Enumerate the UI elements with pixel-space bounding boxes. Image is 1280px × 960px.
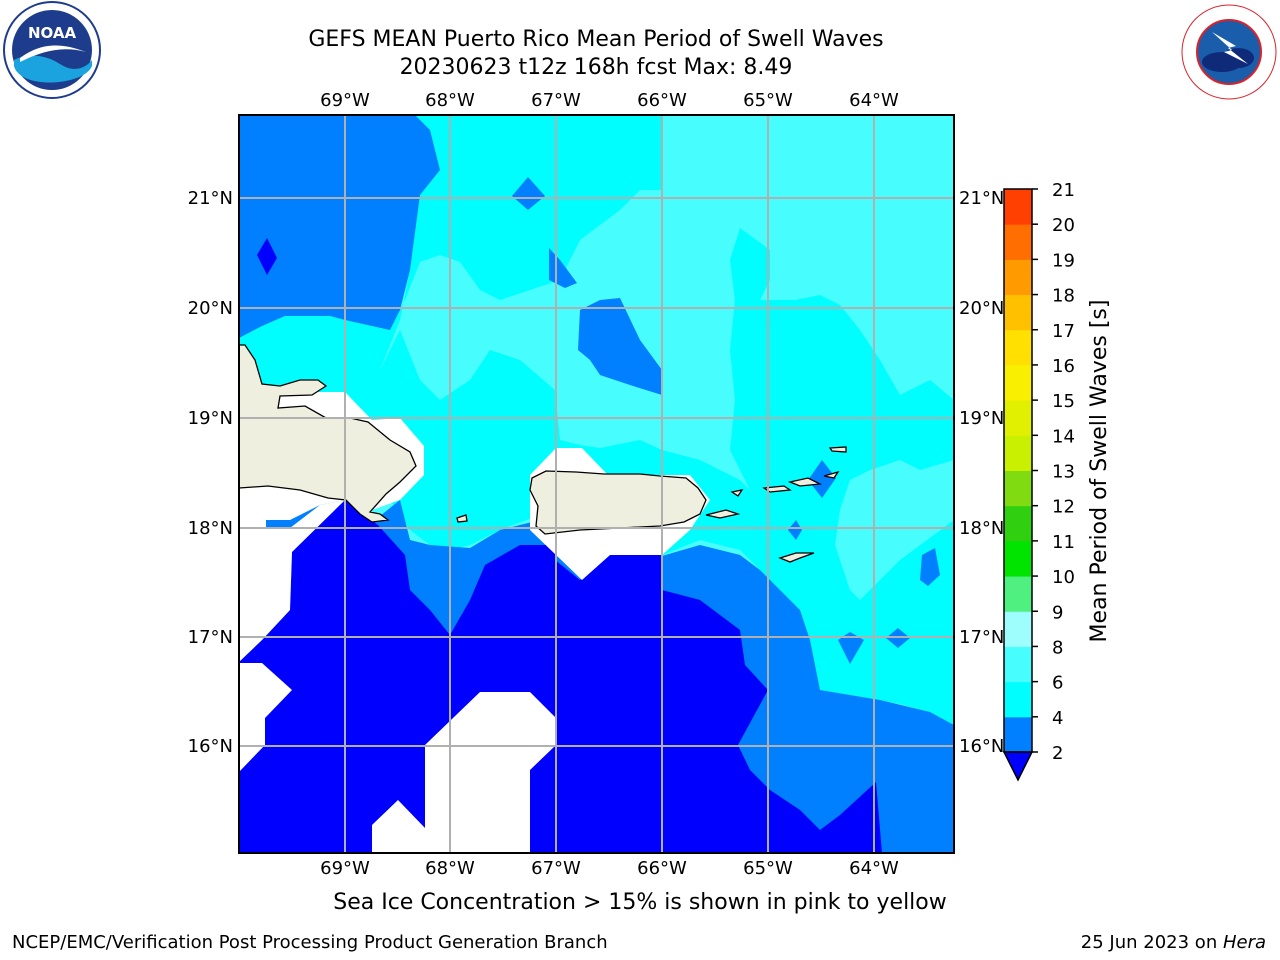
lon-label-top: 68°W <box>425 90 475 111</box>
noaa-logo-text: NOAA <box>28 24 77 42</box>
footer-date: 25 Jun 2023 on Hera <box>1081 932 1266 953</box>
colorbar-tick-label: 14 <box>1052 426 1075 447</box>
footer-credit: NCEP/EMC/Verification Post Processing Pr… <box>12 932 608 953</box>
map-field <box>239 115 954 853</box>
lat-label-left: 19°N <box>188 408 233 429</box>
ocean-band-2-4-east-patch-3 <box>920 548 940 586</box>
colorbar-segment <box>1004 259 1032 296</box>
lon-label-top: 65°W <box>743 90 793 111</box>
colorbar-segment <box>1004 646 1032 683</box>
lat-label-right: 19°N <box>959 408 1004 429</box>
longitude-labels-bottom: 69°W 68°W 67°W 66°W 65°W 64°W <box>320 858 899 879</box>
lon-label-top: 69°W <box>320 90 370 111</box>
ocean-band-4-6-east <box>730 228 954 590</box>
colorbar-tick-label: 10 <box>1052 567 1075 588</box>
lon-label-bottom: 66°W <box>637 858 687 879</box>
ocean-band-2-4-patch-2 <box>512 177 545 210</box>
noaa-logo-icon: NOAA <box>3 1 101 99</box>
map-frame <box>238 114 955 854</box>
lat-label-right: 16°N <box>959 736 1004 757</box>
colorbar-segment <box>1004 189 1032 225</box>
ocean-band-2-4-mid <box>578 298 662 395</box>
lat-label-right: 18°N <box>959 518 1004 539</box>
lon-label-bottom: 64°W <box>849 858 899 879</box>
lat-label-right: 17°N <box>959 627 1004 648</box>
masked-region-southwest <box>239 663 292 772</box>
lat-label-left: 20°N <box>188 298 233 319</box>
colorbar-label: Mean Period of Swell Waves [s] <box>1087 300 1112 643</box>
colorbar-tick-label: 11 <box>1052 532 1075 553</box>
lon-label-top: 66°W <box>637 90 687 111</box>
lat-label-left: 18°N <box>188 518 233 539</box>
vieques <box>705 509 741 519</box>
colorbar-segment <box>1004 435 1032 471</box>
colorbar: 2 4 6 8 9 10 11 12 13 14 15 16 17 18 19 20 21 <box>1002 180 1075 782</box>
latitude-labels-left: 21°N 20°N 19°N 18°N 17°N 16°N <box>188 188 233 757</box>
lon-label-top: 67°W <box>531 90 581 111</box>
masked-region-south <box>372 692 556 853</box>
nws-logo-icon <box>1181 4 1277 100</box>
colorbar-segment <box>1004 505 1032 542</box>
st-croix <box>778 552 815 563</box>
lon-label-top: 64°W <box>849 90 899 111</box>
map-gridlines <box>239 115 954 853</box>
colorbar-tick-label: 4 <box>1052 708 1063 729</box>
lat-label-left: 17°N <box>188 627 233 648</box>
colorbar-tick-label: 18 <box>1052 286 1075 307</box>
lat-label-left: 21°N <box>188 188 233 209</box>
sea-ice-caption: Sea Ice Concentration > 15% is shown in … <box>333 890 947 915</box>
footer-date-text: 25 Jun 2023 on <box>1080 932 1223 953</box>
colorbar-segment <box>1004 576 1032 612</box>
lon-label-bottom: 65°W <box>743 858 793 879</box>
longitude-labels-top: 69°W 68°W 67°W 66°W 65°W 64°W <box>320 90 899 111</box>
colorbar-tick-label: 12 <box>1052 497 1075 518</box>
colorbar-tick-label: 21 <box>1052 180 1075 201</box>
lat-label-left: 16°N <box>188 736 233 757</box>
colorbar-tick-label: 20 <box>1052 215 1075 236</box>
colorbar-segment <box>1004 400 1032 436</box>
colorbar-tick-label: 16 <box>1052 356 1075 377</box>
colorbar-segment <box>1004 716 1032 753</box>
footer-host: Hera <box>1222 932 1266 953</box>
lat-label-right: 21°N <box>959 188 1004 209</box>
colorbar-segment <box>1004 611 1032 647</box>
lon-label-bottom: 67°W <box>531 858 581 879</box>
colorbar-tick-label: 9 <box>1052 602 1063 623</box>
colorbar-tick-label: 19 <box>1052 250 1075 271</box>
colorbar-under-arrow <box>1002 751 1034 782</box>
map-subtitle: 20230623 t12z 168h fcst Max: 8.49 <box>399 55 793 80</box>
colorbar-segment <box>1004 329 1032 366</box>
masked-region-west <box>239 500 345 662</box>
colorbar-tick-label: 8 <box>1052 637 1063 658</box>
map-title: GEFS MEAN Puerto Rico Mean Period of Swe… <box>308 27 884 52</box>
lat-label-right: 20°N <box>959 298 1004 319</box>
lon-label-bottom: 68°W <box>425 858 475 879</box>
colorbar-tick-label: 15 <box>1052 391 1075 412</box>
lon-label-bottom: 69°W <box>320 858 370 879</box>
ocean-band-2-4-virgin <box>808 460 836 498</box>
colorbar-tick-label: 6 <box>1052 673 1063 694</box>
colorbar-segment <box>1004 294 1032 331</box>
colorbar-segment <box>1004 224 1032 260</box>
virgin-islands <box>730 446 847 497</box>
latitude-labels-right: 21°N 20°N 19°N 18°N 17°N 16°N <box>959 188 1004 757</box>
colorbar-segment <box>1004 681 1032 718</box>
ocean-band-2-4-east-patch <box>838 632 864 664</box>
mona-island <box>456 514 468 523</box>
colorbar-segment <box>1004 364 1032 401</box>
colorbar-tick-label: 17 <box>1052 321 1075 342</box>
colorbar-tick-label: 13 <box>1052 462 1075 483</box>
ocean-band-below-2-south <box>239 500 882 853</box>
ocean-band-2-4-north <box>239 115 440 338</box>
colorbar-tick-label: 2 <box>1052 743 1063 764</box>
ocean-band-2-4-virgin-2 <box>788 520 802 540</box>
colorbar-segment <box>1004 540 1032 577</box>
colorbar-segment <box>1004 470 1032 507</box>
ocean-band-below-2-patch <box>257 238 277 275</box>
